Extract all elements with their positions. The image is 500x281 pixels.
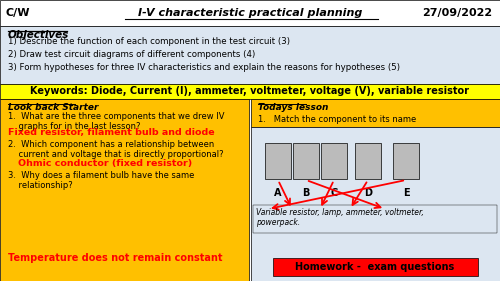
Text: 2) Draw test circuit diagrams of different components (4): 2) Draw test circuit diagrams of differe… bbox=[8, 50, 256, 59]
Text: C/W: C/W bbox=[5, 8, 29, 18]
Text: 1.  What are the three components that we drew IV
    graphs for in the last les: 1. What are the three components that we… bbox=[8, 112, 224, 132]
Text: 3.  Why does a filament bulb have the same
    relationship?: 3. Why does a filament bulb have the sam… bbox=[8, 171, 194, 191]
Text: I-V characteristic practical planning: I-V characteristic practical planning bbox=[138, 8, 362, 18]
Text: E: E bbox=[402, 188, 409, 198]
Text: D: D bbox=[364, 188, 372, 198]
FancyBboxPatch shape bbox=[0, 26, 500, 84]
FancyBboxPatch shape bbox=[293, 143, 319, 179]
Text: 3) Form hypotheses for three IV characteristics and explain the reasons for hypo: 3) Form hypotheses for three IV characte… bbox=[8, 63, 400, 72]
Text: Objectives: Objectives bbox=[8, 30, 69, 40]
FancyBboxPatch shape bbox=[253, 205, 497, 233]
Text: A: A bbox=[274, 188, 282, 198]
Text: 27/09/2022: 27/09/2022 bbox=[422, 8, 492, 18]
FancyBboxPatch shape bbox=[393, 143, 419, 179]
Text: C: C bbox=[330, 188, 338, 198]
Text: B: B bbox=[302, 188, 310, 198]
Text: 1) Describe the function of each component in the test circuit (3): 1) Describe the function of each compone… bbox=[8, 37, 290, 46]
Text: Fixed resistor, filament bulb and diode: Fixed resistor, filament bulb and diode bbox=[8, 128, 214, 137]
Text: Keywords: Diode, Current (I), ammeter, voltmeter, voltage (V), variable resistor: Keywords: Diode, Current (I), ammeter, v… bbox=[30, 87, 469, 96]
Text: Look back Starter: Look back Starter bbox=[8, 103, 98, 112]
FancyBboxPatch shape bbox=[321, 143, 347, 179]
FancyBboxPatch shape bbox=[0, 99, 249, 281]
Text: Homework -  exam questions: Homework - exam questions bbox=[296, 262, 454, 272]
Text: Temperature does not remain constant: Temperature does not remain constant bbox=[8, 253, 222, 263]
FancyBboxPatch shape bbox=[251, 99, 500, 127]
Text: 1.   Match the component to its name: 1. Match the component to its name bbox=[258, 115, 416, 124]
FancyBboxPatch shape bbox=[355, 143, 381, 179]
Text: Variable resistor, lamp, ammeter, voltmeter,
powerpack.: Variable resistor, lamp, ammeter, voltme… bbox=[256, 208, 424, 227]
FancyBboxPatch shape bbox=[251, 127, 500, 281]
Text: Ohmic conductor (fixed resistor): Ohmic conductor (fixed resistor) bbox=[18, 159, 192, 168]
FancyBboxPatch shape bbox=[265, 143, 291, 179]
FancyBboxPatch shape bbox=[0, 84, 500, 99]
FancyBboxPatch shape bbox=[273, 258, 478, 276]
FancyBboxPatch shape bbox=[0, 0, 500, 26]
Text: 2.  Which component has a relationship between
    current and voltage that is d: 2. Which component has a relationship be… bbox=[8, 140, 224, 159]
Text: Todays lesson: Todays lesson bbox=[258, 103, 328, 112]
